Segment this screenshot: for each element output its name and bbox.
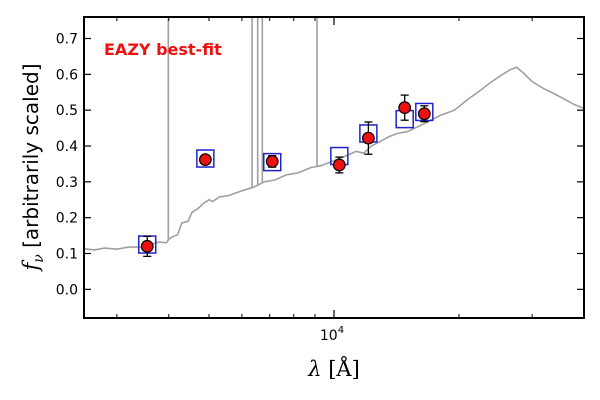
annotation-label: EAZY best-fit xyxy=(104,40,222,59)
observed-flux-0 xyxy=(140,235,154,258)
y-tick-label: 0.7 xyxy=(56,32,78,48)
observed-flux-2 xyxy=(265,155,279,168)
y-tick-label: 0.5 xyxy=(56,103,78,119)
observed-flux-5 xyxy=(398,94,412,121)
y-tick-label: 0.4 xyxy=(56,139,78,155)
observed-flux-3 xyxy=(332,156,346,174)
y-axis-label-text: [arbitrarily scaled] xyxy=(19,63,43,254)
observed-flux-6 xyxy=(417,105,431,123)
y-axis-label-subscript: ν xyxy=(31,254,47,263)
y-tick-label: 0.6 xyxy=(56,67,78,83)
y-tick-label: 0.2 xyxy=(56,211,78,227)
x-axis-ticks: 104 xyxy=(116,17,533,344)
observed-point xyxy=(398,101,412,115)
model-flux-box-1 xyxy=(196,149,215,168)
observed-point xyxy=(332,158,346,172)
y-tick-label: 0.3 xyxy=(56,175,78,191)
observed-point xyxy=(265,155,279,168)
x-axis-label-symbol: λ xyxy=(307,357,328,381)
model-flux-box-2 xyxy=(262,152,282,172)
y-axis-label: fν [arbitrarily scaled] xyxy=(19,63,47,272)
observed-fluxes xyxy=(140,94,431,258)
y-tick-label: 0.1 xyxy=(56,247,78,263)
y-tick-label: 0.0 xyxy=(56,282,78,298)
observed-flux-4 xyxy=(361,121,375,155)
observed-flux-1 xyxy=(198,153,212,167)
sed-curve xyxy=(84,66,584,251)
observed-point xyxy=(198,153,212,167)
emission-lines xyxy=(167,17,318,240)
observed-point xyxy=(361,131,375,145)
x-axis-label-unit: [Å] xyxy=(328,356,360,381)
y-axis-ticks: 0.0 0.1 0.2 0.3 0.4 0.5 0.6 0.7 xyxy=(56,32,584,298)
observed-point xyxy=(140,239,154,253)
plot-area xyxy=(84,17,584,258)
x-axis-label: λ [Å] xyxy=(307,356,360,381)
y-axis-label-symbol: f xyxy=(19,260,43,273)
x-tick-label: 104 xyxy=(320,325,344,344)
observed-point xyxy=(417,107,431,121)
